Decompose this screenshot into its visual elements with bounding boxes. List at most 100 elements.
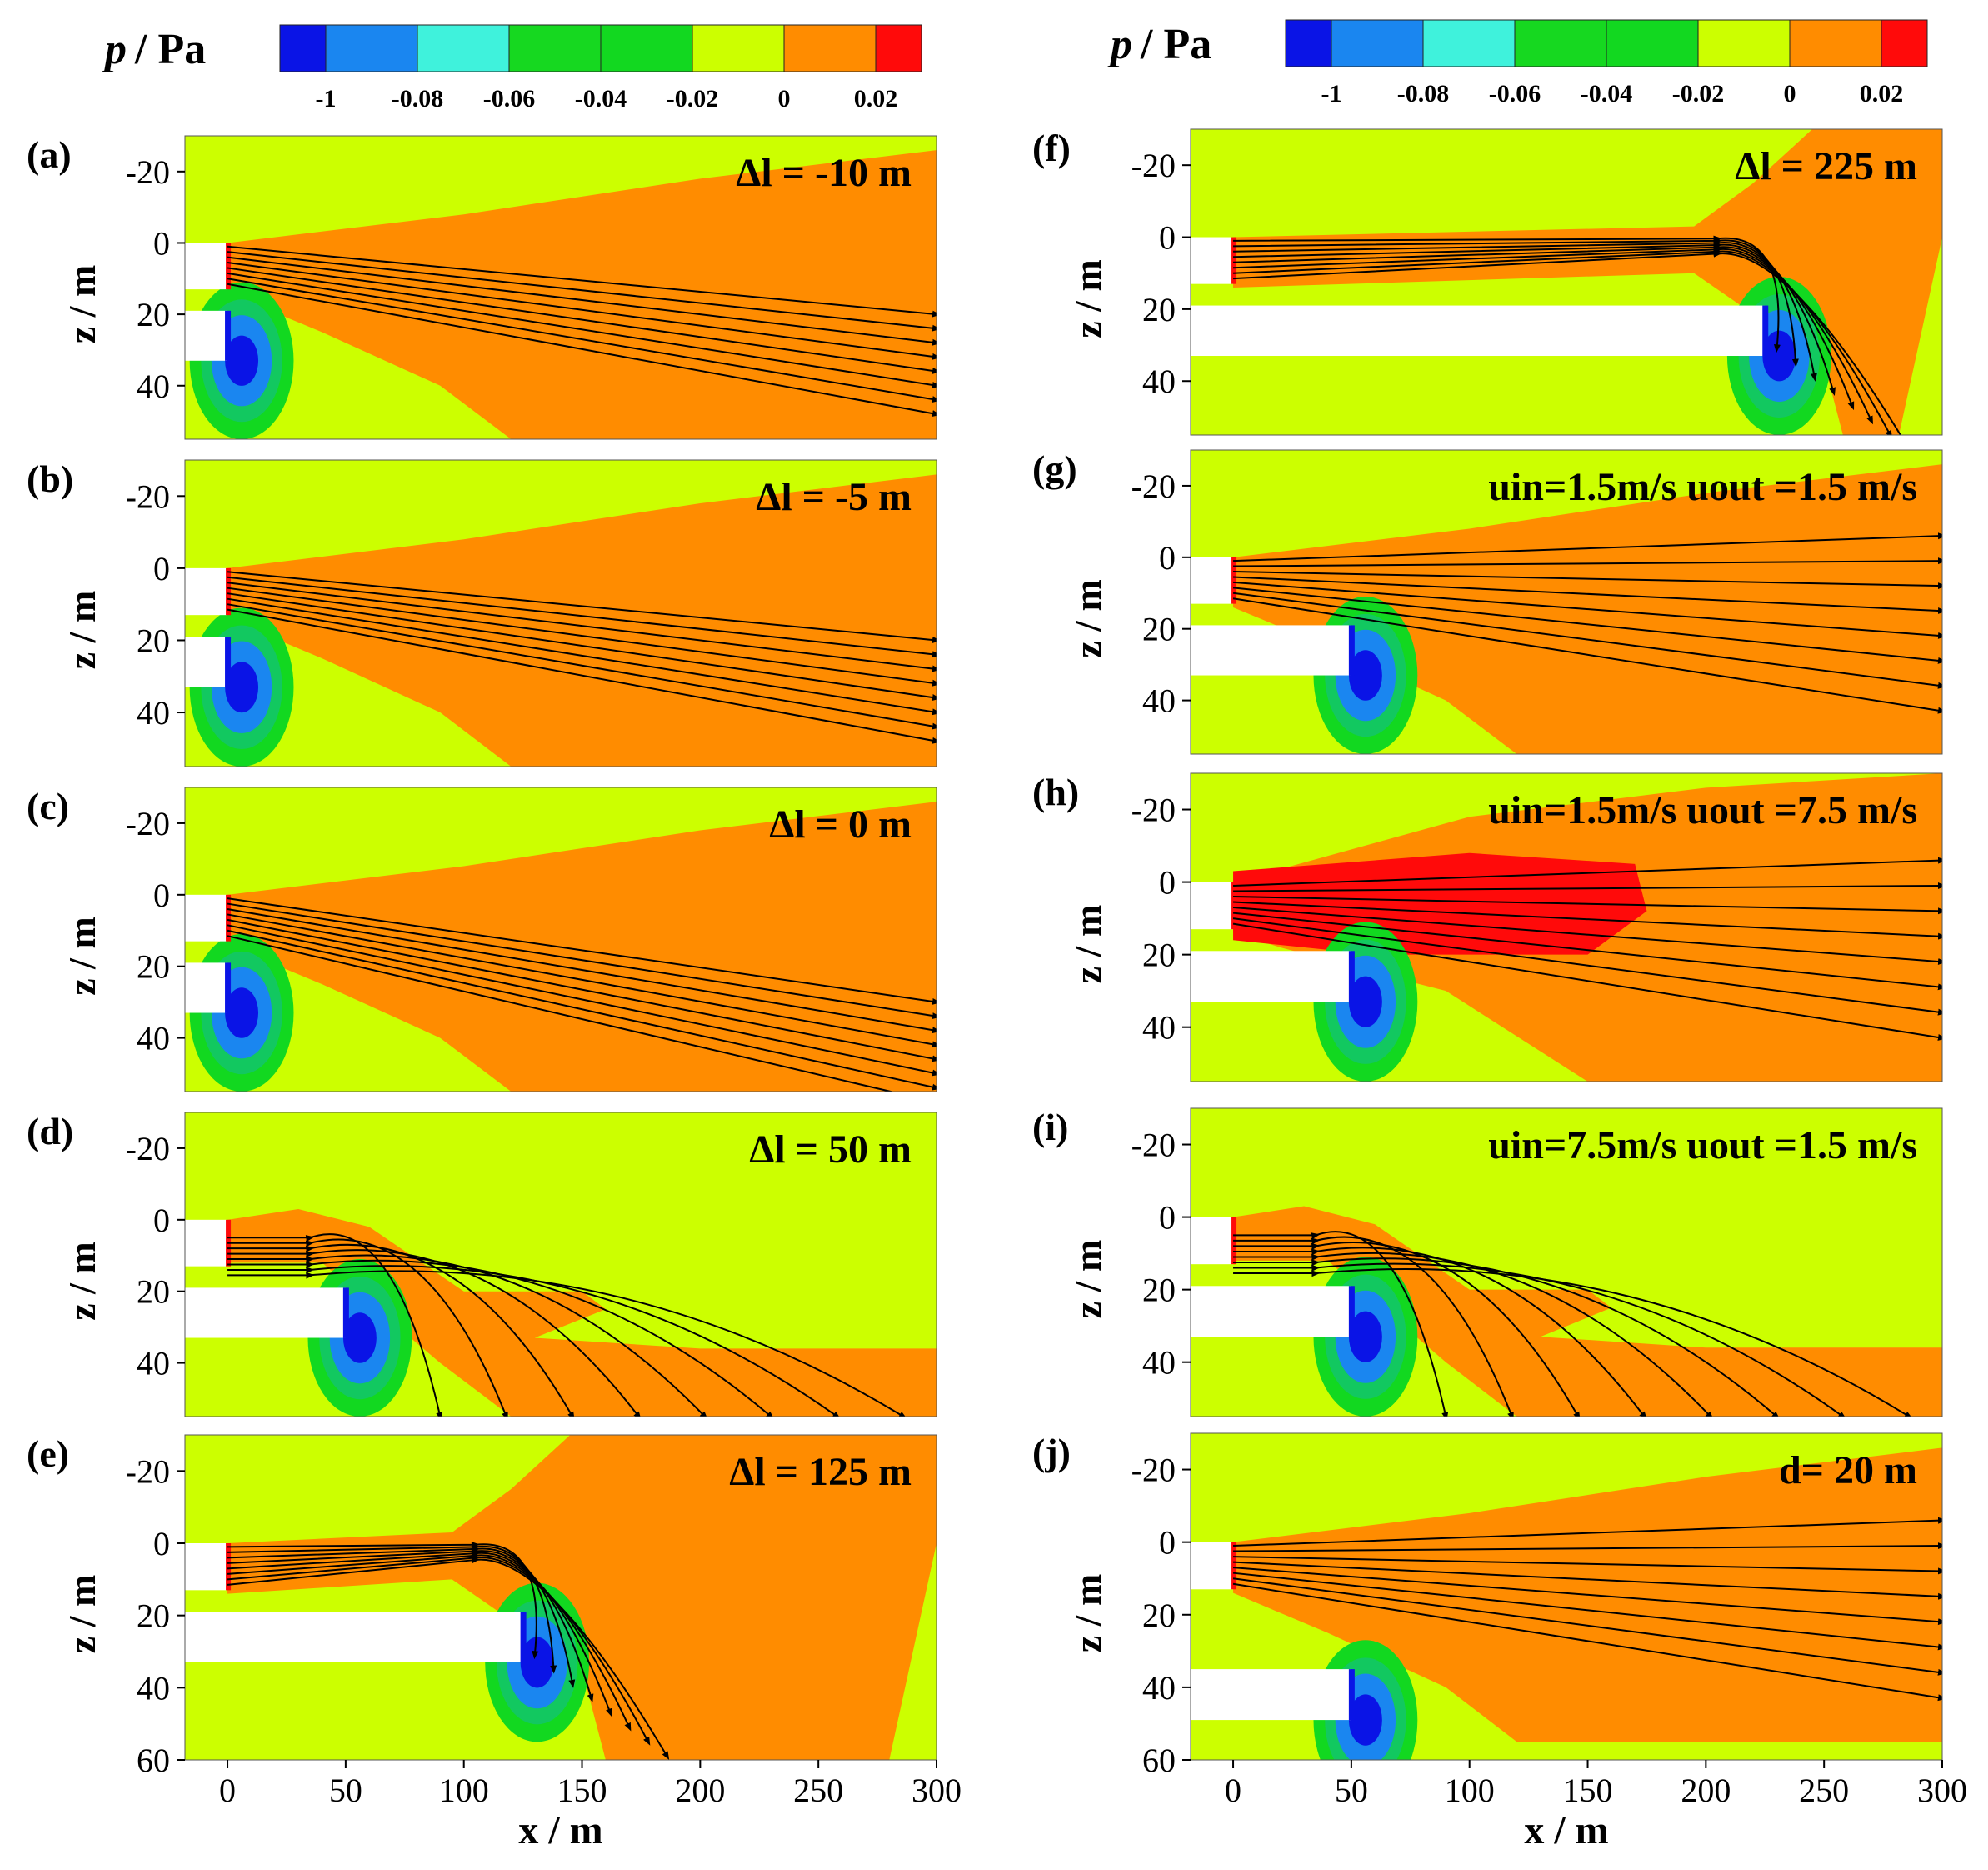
plot-area xyxy=(1191,773,1942,1082)
panel-label: (i) xyxy=(1032,1106,1068,1148)
inlet-face xyxy=(226,568,232,616)
outlet-tunnel xyxy=(185,637,228,688)
streamline xyxy=(227,272,937,388)
colorbar-segment xyxy=(508,24,602,72)
colorbar-tick-label: -0.04 xyxy=(1581,80,1633,108)
plot-area xyxy=(185,136,937,439)
colorbar-tick-label: 0 xyxy=(1784,80,1796,108)
suction-contour xyxy=(225,988,259,1038)
inlet-face xyxy=(226,894,232,942)
high-pressure-region xyxy=(1233,852,1647,955)
panel-label: (f) xyxy=(1032,127,1071,169)
panel-c: -20 0 20 40 z / m (c) Δl = 0 m xyxy=(27,785,937,1092)
suction-contour xyxy=(225,662,259,713)
z-axis-label: z / m xyxy=(1066,259,1109,338)
inlet-tunnel xyxy=(185,568,228,616)
outlet-tunnel xyxy=(185,962,228,1013)
colorbar-segment xyxy=(1606,19,1699,68)
colorbar-segment xyxy=(279,24,327,72)
z-axis-label: z / m xyxy=(61,591,103,670)
z-tick-label: 40 xyxy=(137,1020,170,1058)
z-tick-label: 0 xyxy=(153,877,170,914)
streamline xyxy=(227,918,937,1062)
colorbar-tick-label: 0 xyxy=(778,85,791,112)
z-tick-label: 20 xyxy=(1142,1597,1176,1634)
panel-e: -20 0 20 40 60 z / m (e) Δl = 125 m 0 50 100 150 200… xyxy=(27,1432,962,1852)
z-tick-label: -20 xyxy=(1131,147,1176,184)
outlet-tunnel xyxy=(185,1612,523,1662)
z-tick-label: 20 xyxy=(1142,611,1176,648)
inlet-tunnel xyxy=(1191,1217,1234,1265)
panel-label: (b) xyxy=(27,458,73,500)
z-axis-label: z / m xyxy=(61,1242,103,1321)
streamline xyxy=(227,267,937,374)
z-tick-label: -20 xyxy=(126,478,170,515)
colorbar-segment xyxy=(875,24,922,72)
colorbar-tick-label: -0.06 xyxy=(483,85,536,112)
colorbar-segment xyxy=(783,24,877,72)
streamline xyxy=(1232,598,1942,714)
positive-pressure-region xyxy=(1233,129,1942,435)
panel-label: (c) xyxy=(27,785,69,828)
colorbar-segment xyxy=(1789,19,1882,68)
z-axis-label: z / m xyxy=(1066,1574,1109,1653)
colorbar-tick-label: 0.02 xyxy=(854,85,898,112)
inlet-face xyxy=(1231,1542,1237,1590)
streamline xyxy=(227,582,937,672)
inlet-tunnel xyxy=(1191,557,1234,604)
colorbar-tick-label: -1 xyxy=(1321,80,1342,108)
streamline xyxy=(227,592,937,701)
z-tick-label: 0 xyxy=(1159,539,1176,577)
z-tick-label: 40 xyxy=(137,1669,170,1707)
z-tick-label: 40 xyxy=(137,1345,170,1382)
colorbar-left: p / Pa -1 -0.08 -0.06 -0.04 -0.02 0 0.02 xyxy=(102,24,922,112)
streamline xyxy=(227,1270,907,1417)
streamline xyxy=(1232,1567,1942,1626)
panel-h: -20 0 20 40 z / m (h) uin=1.5m/s uout =7.5 m/s xyxy=(1032,771,1943,1082)
x-tick-label: 150 xyxy=(557,1772,607,1809)
streamline xyxy=(1232,1582,1942,1702)
outlet-face xyxy=(520,1612,527,1662)
plot-area xyxy=(185,788,937,1092)
colorbar-segment xyxy=(692,24,785,72)
z-tick-label: 40 xyxy=(1142,682,1176,720)
panel-annotation: Δl = 0 m xyxy=(769,802,912,847)
z-tick-label: -20 xyxy=(1131,792,1176,829)
colorbar-segment xyxy=(1881,19,1928,68)
x-tick-label: 250 xyxy=(793,1772,843,1809)
z-tick-label: 20 xyxy=(1142,1272,1176,1309)
panel-label: (g) xyxy=(1032,448,1077,490)
z-tick-label: 60 xyxy=(1142,1742,1176,1779)
colorbar-symbol: p xyxy=(1107,21,1132,68)
x-tick-label: 100 xyxy=(1445,1772,1495,1809)
z-axis-label: z / m xyxy=(61,265,103,344)
colorbar-tick-label: -0.04 xyxy=(575,85,627,112)
suction-contour xyxy=(1348,976,1382,1028)
z-tick-label: 0 xyxy=(1159,1199,1176,1237)
panel-f: -20 0 20 40 z / m (f) Δl = 225 m xyxy=(1032,127,1943,436)
outlet-face xyxy=(225,310,232,361)
inlet-face xyxy=(1231,557,1237,604)
z-tick-label: 0 xyxy=(153,550,170,588)
plot-area xyxy=(1191,450,1942,754)
outlet-tunnel xyxy=(1191,305,1766,357)
panel-annotation: Δl = -10 m xyxy=(736,151,912,195)
colorbar-segment xyxy=(325,24,418,72)
z-tick-label: -20 xyxy=(126,1452,170,1490)
streamline xyxy=(227,587,937,687)
streamline xyxy=(227,278,937,402)
panel-g: -20 0 20 40 z / m (g) uin=1.5m/s uout =1.5 m/s xyxy=(1032,448,1943,755)
streamline xyxy=(227,282,937,418)
inlet-tunnel xyxy=(1191,882,1234,930)
colorbar-tick-label: -0.06 xyxy=(1489,80,1541,108)
outlet-face xyxy=(1348,625,1355,676)
panel-j: -20 0 20 40 60 z / m (j) d= 20 m 0 50 100 150 200 250… xyxy=(1032,1431,1967,1852)
outlet-tunnel xyxy=(1191,1286,1351,1338)
streamline xyxy=(227,913,937,1048)
streamline xyxy=(1233,558,1942,568)
streamline xyxy=(227,929,937,1091)
streamline xyxy=(227,256,937,346)
z-tick-label: 40 xyxy=(1142,1344,1176,1382)
suction-contour xyxy=(225,335,259,386)
